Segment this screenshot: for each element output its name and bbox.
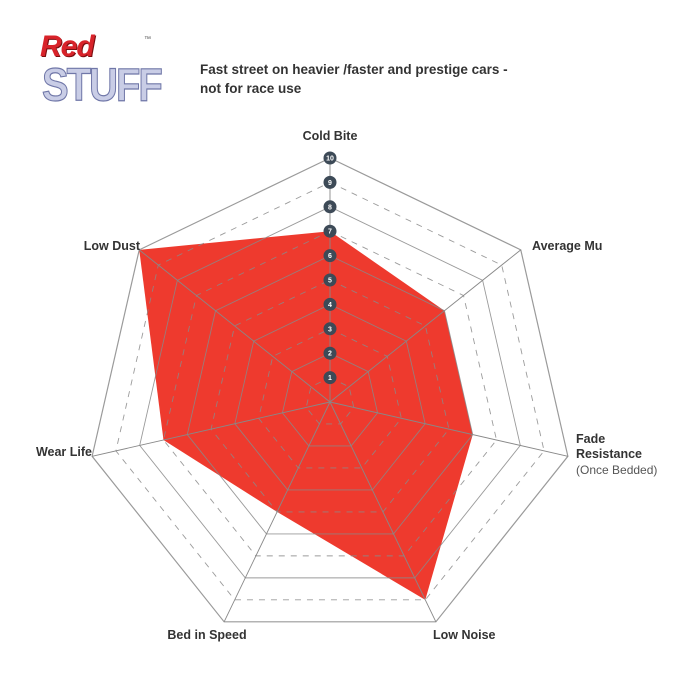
scale-marker [323,249,337,263]
axis-label-cold-bite: Cold Bite [303,129,358,143]
scale-tick-label: 7 [328,229,332,236]
grid-ring-4 [234,303,426,491]
scale-marker [323,273,337,287]
scale-tick-label: 4 [328,302,332,309]
axis-spoke [329,401,437,623]
data-polygon [139,231,473,600]
logo-stuff-text: STUFF [42,59,164,111]
axis-spoke [329,249,522,403]
scale-marker [323,371,337,385]
scale-tick-label: 10 [326,156,334,163]
grid-ring-5 [210,279,450,513]
chart-subtitle: Fast street on heavier /faster and prest… [200,60,620,98]
axis-label-bed-in-speed: Bed in Speed [167,628,246,642]
logo-trademark: ™ [144,36,151,43]
grid-ring-3 [258,328,402,469]
scale-tick-label: 3 [328,326,332,333]
axis-spoke [138,249,331,403]
grid-ring-10 [91,157,569,623]
scale-tick-label: 9 [328,180,332,187]
scale-marker [323,224,337,238]
grid-ring-7 [162,230,498,557]
grid-ring-2 [281,352,379,447]
logo-red-text: Red [40,30,95,63]
axis-spoke [92,401,331,457]
axis-label-wear-life: Wear Life [36,445,92,459]
subtitle-line-2: not for race use [200,81,302,96]
subtitle-line-1: Fast street on heavier /faster and prest… [200,62,508,77]
scale-marker [323,322,337,336]
scale-tick-label: 2 [328,351,332,358]
scale-tick-label: 8 [328,204,332,211]
axis-spoke [329,401,568,457]
scale-tick-label: 6 [328,253,332,260]
grid-ring-8 [139,206,521,579]
scale-tick-label: 5 [328,278,332,285]
axis-label-low-dust: Low Dust [84,239,141,253]
grid-ring-1 [305,377,355,425]
axis-label-fade-resistance: Fade Resistance [576,432,642,461]
axis-label-average-mu: Average Mu [532,239,602,253]
scale-marker [323,346,337,360]
axis-spoke [223,401,331,623]
red-stuff-logo: Red ™ STUFF [38,30,164,111]
grid-ring-6 [186,255,474,535]
scale-tick-label: 1 [328,375,332,382]
scale-marker [323,200,337,214]
axis-sublabel: (Once Bedded) [576,463,657,477]
scale-marker [323,297,337,311]
scale-marker [323,151,337,165]
axis-label-low-noise: Low Noise [433,628,496,642]
scale-marker [323,175,337,189]
